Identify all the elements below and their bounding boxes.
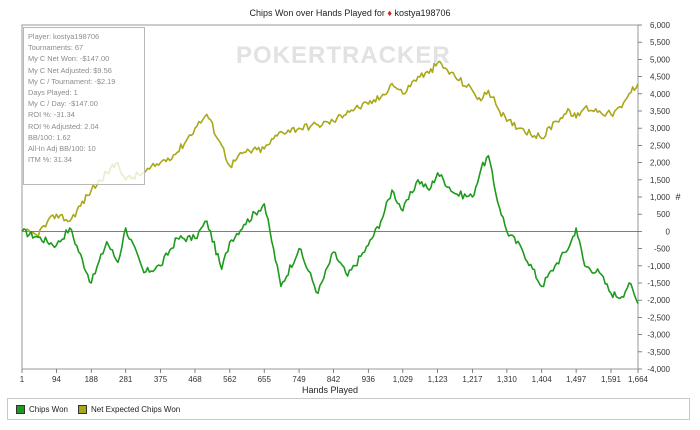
x-tick-label: 842: [327, 375, 341, 384]
stat-line: My C Net Adjusted: $9.56: [28, 65, 112, 75]
pokertracker-watermark: POKERTRACKER: [236, 42, 451, 69]
x-tick-label: 1,029: [393, 375, 414, 384]
y-tick-label: -3,500: [647, 348, 670, 357]
x-tick-label: 375: [154, 375, 168, 384]
y-tick-label: 6,000: [650, 21, 671, 30]
stat-line: My C / Day: -$147.00: [28, 99, 98, 109]
poker-chip-icon: ♦: [387, 8, 394, 18]
y-tick-label: 2,000: [650, 159, 671, 168]
y-tick-label: 2,500: [650, 141, 671, 150]
y-axis: -4,000 -3,500 -3,000 -2,500 -2,000 -1,500 -1,0…: [638, 21, 671, 374]
y-tick-label: 5,500: [650, 38, 671, 47]
y-tick-label: 4,000: [650, 90, 671, 99]
stat-line: ITM %: 31.34: [28, 155, 72, 165]
stat-line: BB/100: 1.62: [28, 132, 71, 142]
y-tick-label: 0: [666, 227, 671, 236]
x-tick-label: 1,664: [628, 375, 649, 384]
legend-swatch-net-expected: [77, 404, 87, 414]
y-tick-label: 3,000: [650, 124, 671, 133]
x-tick-label: 1,404: [532, 375, 553, 384]
x-tick-label: 94: [52, 375, 61, 384]
legend-item-chips-won[interactable]: Chips Won: [16, 404, 68, 414]
y-tick-label: -500: [654, 245, 671, 254]
legend-label: Net Expected Chips Won: [90, 404, 181, 414]
y-tick-label: -1,000: [647, 262, 670, 271]
chart-title: Chips Won over Hands Played for ♦ kostya…: [249, 8, 450, 18]
x-tick-label: 1,310: [497, 375, 518, 384]
y-tick-label: -2,500: [647, 313, 670, 322]
stat-line: My C / Tournament: -$2.19: [28, 76, 116, 86]
y-axis-title: #: [675, 192, 680, 202]
stat-line: Player: kostya198706: [28, 32, 100, 41]
x-tick-label: 562: [223, 375, 237, 384]
y-tick-label: 3,500: [650, 107, 671, 116]
stat-line: Tournaments: 67: [28, 43, 84, 53]
x-tick-label: 281: [119, 375, 133, 384]
x-tick-label: 936: [362, 375, 376, 384]
x-tick-label: 1,591: [601, 375, 622, 384]
stat-line: ROI % Adjusted: 2.04: [28, 121, 99, 131]
x-tick-label: 1,217: [462, 375, 483, 384]
y-tick-label: -3,000: [647, 331, 670, 340]
x-axis-title: Hands Played: [302, 385, 358, 395]
x-tick-label: 1: [20, 375, 25, 384]
y-tick-label: -1,500: [647, 279, 670, 288]
x-tick-label: 1,497: [566, 375, 587, 384]
stat-line: My C Net Won: -$147.00: [28, 54, 110, 64]
legend: Chips Won Net Expected Chips Won: [7, 398, 690, 420]
title-text: Chips Won over Hands Played for: [249, 8, 387, 18]
x-tick-label: 655: [258, 375, 272, 384]
legend-label: Chips Won: [29, 404, 68, 414]
y-tick-label: 4,500: [650, 73, 671, 82]
y-tick-label: -2,000: [647, 296, 670, 305]
x-tick-label: 188: [85, 375, 99, 384]
x-tick-label: 1,123: [428, 375, 449, 384]
y-tick-label: -4,000: [647, 365, 670, 374]
stats-box: Player: kostya198706 Tournaments: 67 My C …: [23, 27, 145, 185]
legend-item-net-expected[interactable]: Net Expected Chips Won: [77, 404, 181, 414]
y-tick-label: 500: [657, 210, 671, 219]
stat-line: All-In Adj BB/100: 10: [28, 144, 96, 154]
legend-swatch-chips-won: [16, 404, 25, 414]
x-tick-label: 749: [292, 375, 306, 384]
title-player: kostya198706: [394, 8, 450, 18]
series-line-chips-won: [21, 154, 639, 304]
y-tick-label: 1,000: [650, 193, 671, 202]
x-tick-label: 468: [188, 375, 202, 384]
y-tick-label: 1,500: [650, 176, 671, 185]
y-tick-label: 5,000: [650, 55, 671, 64]
x-axis: 1 94 188 281 375 468 562 655 749 842 936 1,029 1,123…: [20, 369, 649, 384]
stat-line: ROI %: -31.34: [28, 110, 75, 120]
stat-line: Days Played: 1: [28, 88, 78, 98]
